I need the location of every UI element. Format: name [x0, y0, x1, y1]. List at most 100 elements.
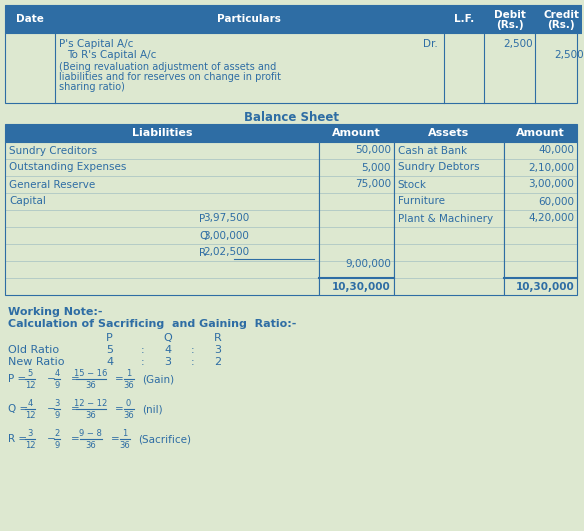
Text: 12 − 12: 12 − 12 [74, 398, 107, 407]
Text: Date: Date [16, 14, 44, 24]
Text: P's Capital A/c: P's Capital A/c [59, 39, 133, 49]
Text: (Rs.): (Rs.) [548, 20, 575, 30]
Text: Credit: Credit [543, 10, 579, 20]
Text: =: = [71, 404, 79, 414]
Bar [55, 5, 444, 33]
Text: :: : [190, 345, 194, 355]
Text: 2,500: 2,500 [503, 39, 533, 49]
Text: liabilities and for reserves on change in profit: liabilities and for reserves on change i… [59, 72, 281, 82]
Text: R =: R = [8, 434, 27, 444]
Text: =: = [114, 374, 123, 384]
Text: 60,000: 60,000 [538, 196, 574, 207]
Text: :: : [141, 357, 144, 367]
Text: 2,10,000: 2,10,000 [529, 162, 574, 173]
Text: 4: 4 [164, 345, 171, 355]
Text: −: − [47, 374, 55, 384]
Text: (nil): (nil) [142, 404, 163, 414]
Text: Q: Q [163, 333, 172, 343]
Text: 50,000: 50,000 [355, 145, 391, 156]
Text: Debit: Debit [493, 10, 526, 20]
Text: (Rs.): (Rs.) [496, 20, 523, 30]
Text: Q: Q [199, 230, 208, 241]
Text: Capital: Capital [9, 196, 46, 207]
Bar [394, 142, 503, 295]
Text: (Being revaluation adjustment of assets and: (Being revaluation adjustment of assets … [59, 62, 276, 72]
Text: P: P [106, 333, 113, 343]
Text: Sundry Creditors: Sundry Creditors [9, 145, 97, 156]
Text: 4: 4 [27, 398, 33, 407]
Text: P: P [199, 213, 206, 224]
Bar [5, 33, 578, 103]
Text: L.F.: L.F. [454, 14, 474, 24]
Text: (Gain): (Gain) [142, 374, 175, 384]
Text: P =: P = [8, 374, 26, 384]
Text: 1: 1 [122, 429, 127, 438]
Text: (Sacrifice): (Sacrifice) [138, 434, 192, 444]
Text: Particulars: Particulars [217, 14, 281, 24]
Bar [503, 142, 578, 295]
Text: 36: 36 [119, 441, 130, 450]
Text: 36: 36 [85, 441, 96, 450]
Text: 5: 5 [27, 369, 33, 378]
Bar [319, 124, 394, 142]
Text: :: : [190, 357, 194, 367]
Text: −: − [47, 434, 55, 444]
Text: 10,30,000: 10,30,000 [516, 281, 574, 292]
Text: Furniture: Furniture [398, 196, 445, 207]
Text: R: R [199, 247, 207, 258]
Bar [503, 124, 578, 142]
Text: R: R [214, 333, 221, 343]
Bar [536, 5, 584, 33]
Text: 12: 12 [25, 410, 35, 419]
Text: 4: 4 [106, 357, 113, 367]
Text: Calculation of Sacrificing  and Gaining  Ratio:-: Calculation of Sacrificing and Gaining R… [8, 319, 296, 329]
Text: 1: 1 [126, 369, 131, 378]
Text: 5,000: 5,000 [361, 162, 391, 173]
Text: sharing ratio): sharing ratio) [59, 82, 125, 92]
Text: 9: 9 [54, 381, 60, 390]
Text: Amount: Amount [516, 128, 565, 138]
Text: 3: 3 [54, 398, 60, 407]
Text: 15 − 16: 15 − 16 [74, 369, 107, 378]
Text: −: − [47, 404, 55, 414]
Text: Dr.: Dr. [423, 39, 437, 49]
Bar [319, 142, 394, 295]
Text: =: = [114, 404, 123, 414]
Text: Sundry Debtors: Sundry Debtors [398, 162, 479, 173]
Bar [484, 5, 536, 33]
Text: 3,97,500: 3,97,500 [203, 213, 249, 224]
Text: 3: 3 [214, 345, 221, 355]
Text: =: = [111, 434, 119, 444]
Text: General Reserve: General Reserve [9, 179, 95, 190]
Text: 9 − 8: 9 − 8 [79, 429, 102, 438]
Text: 36: 36 [123, 381, 134, 390]
Text: 12: 12 [25, 441, 35, 450]
Bar [5, 124, 319, 142]
Text: Old Ratio: Old Ratio [8, 345, 59, 355]
Text: Stock: Stock [398, 179, 427, 190]
Text: 36: 36 [85, 410, 96, 419]
Text: Working Note:-: Working Note:- [8, 307, 102, 317]
Bar [444, 5, 484, 33]
Text: To R's Capital A/c: To R's Capital A/c [67, 50, 156, 60]
Text: =: = [71, 434, 79, 444]
Text: 40,000: 40,000 [538, 145, 574, 156]
Text: 3,00,000: 3,00,000 [529, 179, 574, 190]
Text: Outstanding Expenses: Outstanding Expenses [9, 162, 126, 173]
Text: 5: 5 [106, 345, 113, 355]
Text: Cash at Bank: Cash at Bank [398, 145, 467, 156]
Bar [5, 5, 55, 33]
Text: 2,02,500: 2,02,500 [203, 247, 249, 258]
Text: 9,00,000: 9,00,000 [345, 260, 391, 270]
Text: Plant & Machinery: Plant & Machinery [398, 213, 493, 224]
Bar [5, 142, 319, 295]
Text: 36: 36 [123, 410, 134, 419]
Text: Assets: Assets [428, 128, 470, 138]
Text: 2,500: 2,500 [555, 50, 584, 60]
Text: 0: 0 [126, 398, 131, 407]
Text: 75,000: 75,000 [354, 179, 391, 190]
Text: Q =: Q = [8, 404, 28, 414]
Text: 2: 2 [54, 429, 60, 438]
Text: 9: 9 [54, 410, 60, 419]
Text: 9: 9 [54, 441, 60, 450]
